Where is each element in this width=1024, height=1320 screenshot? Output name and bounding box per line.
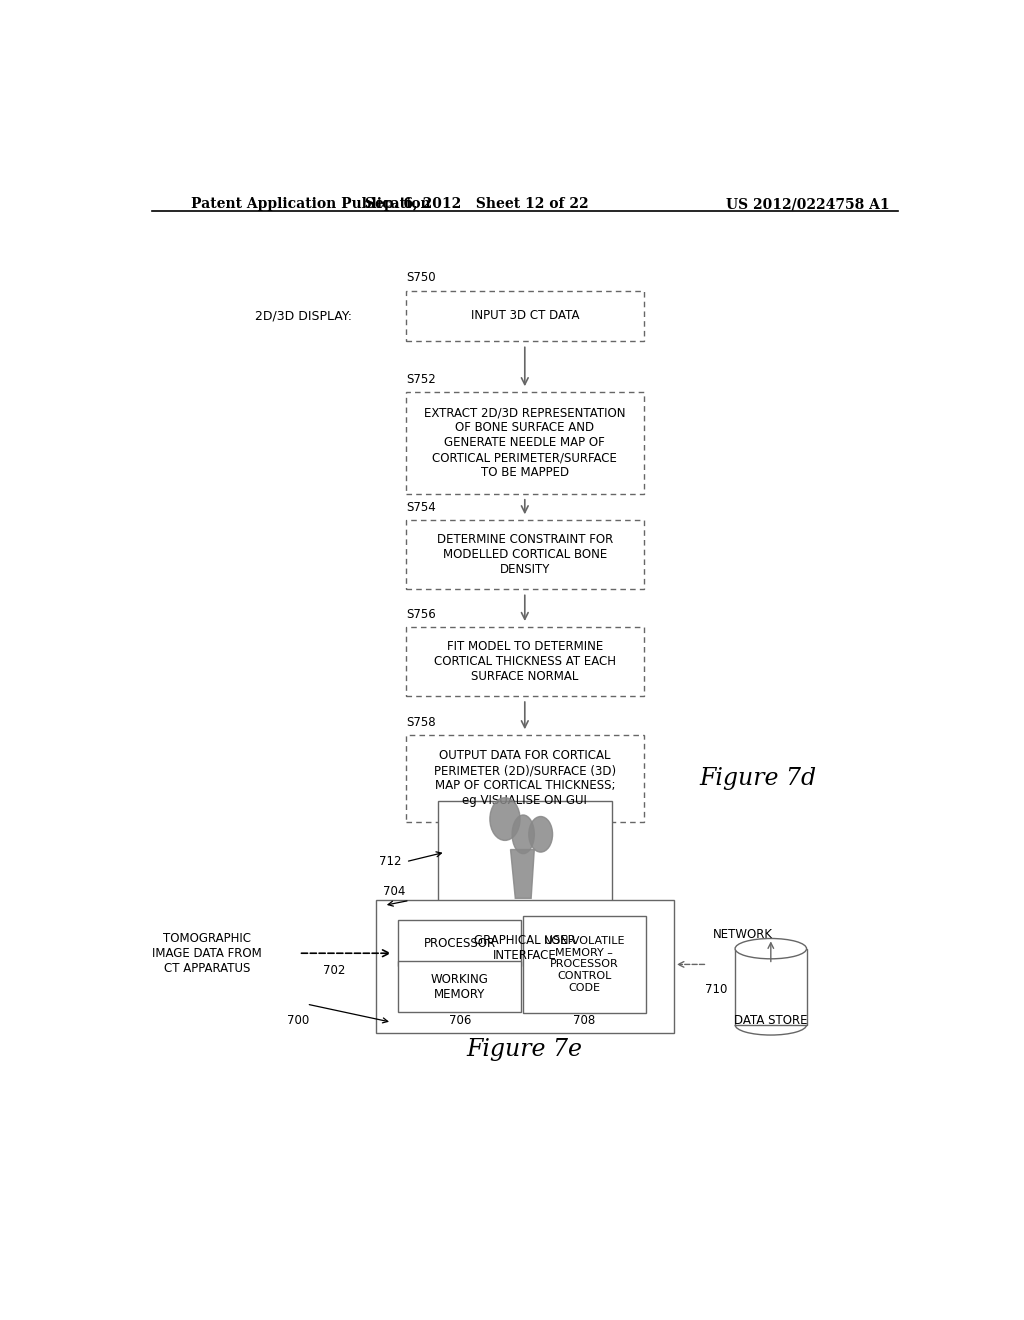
Text: S756: S756 [406,609,435,620]
Bar [523,916,646,1012]
Text: 710: 710 [705,983,727,997]
Bar [406,520,644,589]
Bar [735,949,807,1024]
Text: 708: 708 [573,1014,595,1027]
Text: PROCESSOR: PROCESSOR [424,937,496,949]
Bar [437,801,612,928]
Text: S750: S750 [406,272,435,284]
Text: DATA STORE: DATA STORE [734,1014,808,1027]
Text: NON-VOLATILE
MEMORY –
PROCESSOR
CONTROL
CODE: NON-VOLATILE MEMORY – PROCESSOR CONTROL … [544,936,625,993]
Ellipse shape [528,817,553,853]
Text: S758: S758 [406,717,435,729]
Bar [406,735,644,821]
Text: DETERMINE CONSTRAINT FOR
MODELLED CORTICAL BONE
DENSITY: DETERMINE CONSTRAINT FOR MODELLED CORTIC… [436,533,613,577]
Text: EXTRACT 2D/3D REPRESENTATION
OF BONE SURFACE AND
GENERATE NEEDLE MAP OF
CORTICAL: EXTRACT 2D/3D REPRESENTATION OF BONE SUR… [424,407,626,479]
Polygon shape [511,850,535,899]
Text: Figure 7d: Figure 7d [699,767,816,789]
Bar [406,392,644,494]
Bar [376,900,674,1032]
Bar [398,920,521,966]
Text: FIT MODEL TO DETERMINE
CORTICAL THICKNESS AT EACH
SURFACE NORMAL: FIT MODEL TO DETERMINE CORTICAL THICKNES… [434,640,615,682]
Ellipse shape [489,797,520,841]
Text: Patent Application Publication: Patent Application Publication [191,197,431,211]
Text: 712: 712 [379,855,401,869]
Ellipse shape [512,814,535,854]
Text: 704: 704 [383,886,406,899]
Text: NETWORK: NETWORK [713,928,773,941]
Text: S754: S754 [406,502,435,515]
Text: WORKING
MEMORY: WORKING MEMORY [431,973,488,1001]
Text: Sep. 6, 2012   Sheet 12 of 22: Sep. 6, 2012 Sheet 12 of 22 [366,197,589,211]
Text: OUTPUT DATA FOR CORTICAL
PERIMETER (2D)/SURFACE (3D)
MAP OF CORTICAL THICKNESS;
: OUTPUT DATA FOR CORTICAL PERIMETER (2D)/… [434,750,615,808]
Text: 702: 702 [324,965,345,977]
Text: 700: 700 [288,1014,309,1027]
Text: INPUT 3D CT DATA: INPUT 3D CT DATA [471,309,579,322]
Bar [406,290,644,342]
Text: 2D/3D DISPLAY:: 2D/3D DISPLAY: [255,309,352,322]
Text: 706: 706 [449,1014,471,1027]
Text: S752: S752 [406,374,435,385]
Text: TOMOGRAPHIC
IMAGE DATA FROM
CT APPARATUS: TOMOGRAPHIC IMAGE DATA FROM CT APPARATUS [153,932,262,974]
Text: GRAPHICAL USER
INTERFACE: GRAPHICAL USER INTERFACE [474,935,575,962]
Ellipse shape [735,939,807,958]
Bar [398,961,521,1012]
Bar [406,627,644,696]
Text: US 2012/0224758 A1: US 2012/0224758 A1 [726,197,890,211]
Text: Figure 7e: Figure 7e [467,1038,583,1060]
